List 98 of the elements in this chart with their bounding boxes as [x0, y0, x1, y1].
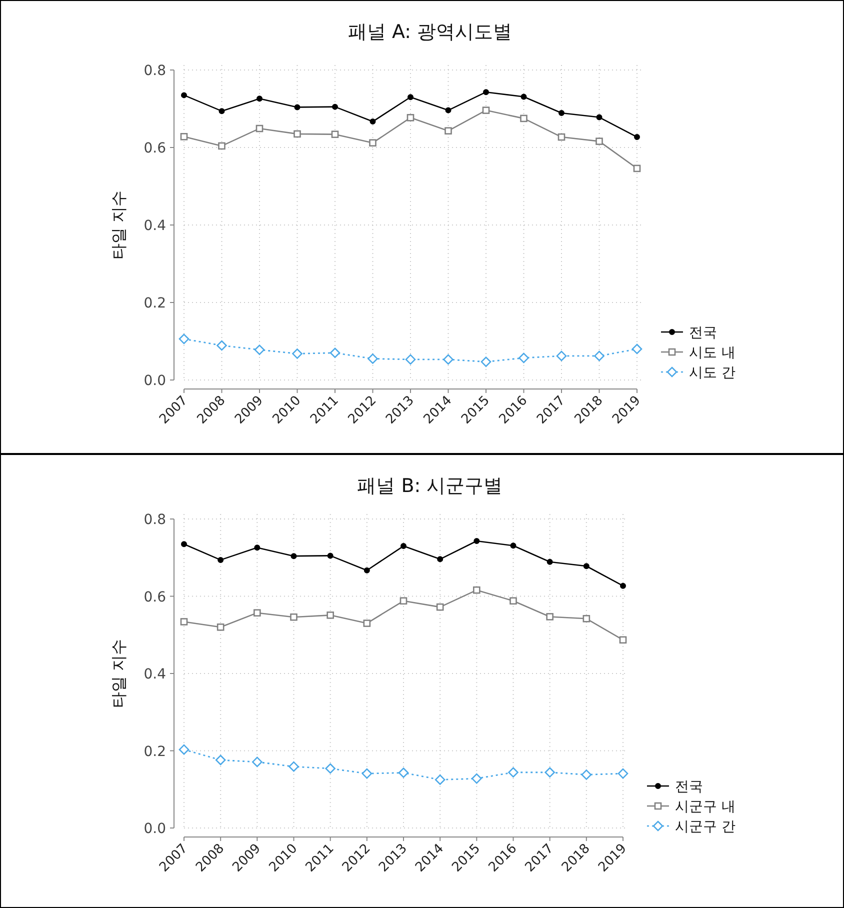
point: [510, 542, 516, 549]
point: [325, 763, 336, 774]
point: [544, 767, 555, 778]
point: [256, 96, 262, 102]
point: [362, 768, 372, 779]
point: [405, 354, 416, 365]
point: [400, 543, 406, 550]
point: [370, 118, 376, 125]
point: [252, 756, 262, 768]
legend-label: 시군구 간: [675, 819, 736, 835]
point: [445, 107, 452, 114]
point: [632, 344, 642, 354]
point: [256, 124, 264, 132]
point: [398, 768, 409, 778]
point: [558, 133, 566, 141]
point: [178, 334, 190, 344]
point: [294, 104, 300, 110]
legend-label: 시도 간: [689, 365, 736, 381]
y-tick-label: 0.4: [144, 218, 166, 234]
y-tick-label: 0.0: [144, 373, 166, 389]
point: [482, 106, 490, 114]
y-tick-label: 0.8: [144, 63, 166, 79]
point: [480, 356, 492, 367]
point: [292, 348, 302, 359]
point: [254, 609, 261, 617]
point: [180, 133, 188, 140]
point: [546, 558, 553, 565]
point: [181, 92, 187, 98]
y-tick-label: 0.6: [144, 140, 166, 156]
point: [443, 354, 454, 365]
point: [178, 744, 190, 755]
legend-label: 전국: [675, 779, 703, 795]
point: [583, 563, 590, 570]
point: [363, 620, 371, 627]
point: [596, 114, 602, 120]
point: [408, 94, 414, 100]
y-tick-label: 0.4: [144, 666, 166, 682]
point: [634, 134, 640, 140]
point: [434, 774, 446, 785]
point: [594, 350, 604, 362]
point: [473, 586, 480, 594]
point: [518, 352, 529, 364]
point: [218, 556, 224, 563]
point: [181, 541, 187, 548]
point: [290, 613, 298, 621]
y-axis-title: 타일 지수: [109, 638, 128, 708]
point: [364, 567, 370, 574]
point: [581, 770, 592, 780]
point: [472, 773, 482, 784]
point: [218, 142, 226, 150]
y-axis-title: 타일 지수: [109, 190, 128, 260]
legend-label: 시도 내: [689, 345, 736, 361]
legend-label: 시군구 내: [675, 799, 736, 815]
point: [330, 348, 340, 358]
point: [294, 130, 301, 138]
point: [216, 624, 224, 631]
point: [332, 104, 338, 110]
point: [474, 538, 480, 544]
point: [619, 636, 627, 644]
point: [400, 597, 408, 605]
point: [331, 130, 339, 138]
point: [483, 89, 489, 96]
point: [327, 552, 334, 559]
point: [596, 138, 603, 145]
y-tick-label: 0.2: [144, 744, 166, 760]
point: [618, 768, 628, 779]
point: [633, 164, 641, 172]
point: [254, 344, 265, 355]
point: [444, 127, 452, 134]
point: [520, 114, 528, 122]
point: [180, 618, 188, 626]
point: [215, 754, 226, 766]
point: [326, 612, 334, 619]
point: [216, 340, 227, 351]
y-tick-label: 0.2: [144, 296, 166, 312]
legend-label: 전국: [689, 325, 717, 341]
point: [406, 114, 414, 122]
chart-title: 패널 A: 광역시도별: [348, 21, 512, 43]
point: [437, 556, 444, 562]
point: [254, 544, 260, 551]
point: [582, 615, 590, 622]
point: [520, 94, 527, 100]
y-tick-label: 0.6: [144, 589, 166, 606]
point: [556, 350, 567, 362]
point: [368, 354, 378, 364]
point: [546, 613, 554, 620]
point: [290, 553, 297, 560]
point: [288, 761, 299, 772]
point: [436, 603, 444, 611]
point: [218, 108, 225, 114]
point: [558, 110, 564, 116]
y-tick-label: 0.8: [144, 512, 166, 528]
chart-title: 패널 B: 시군구별: [357, 475, 503, 497]
point: [508, 767, 518, 778]
point: [369, 139, 376, 146]
y-tick-label: 0.0: [144, 821, 166, 837]
point: [620, 582, 626, 589]
point: [510, 597, 517, 605]
